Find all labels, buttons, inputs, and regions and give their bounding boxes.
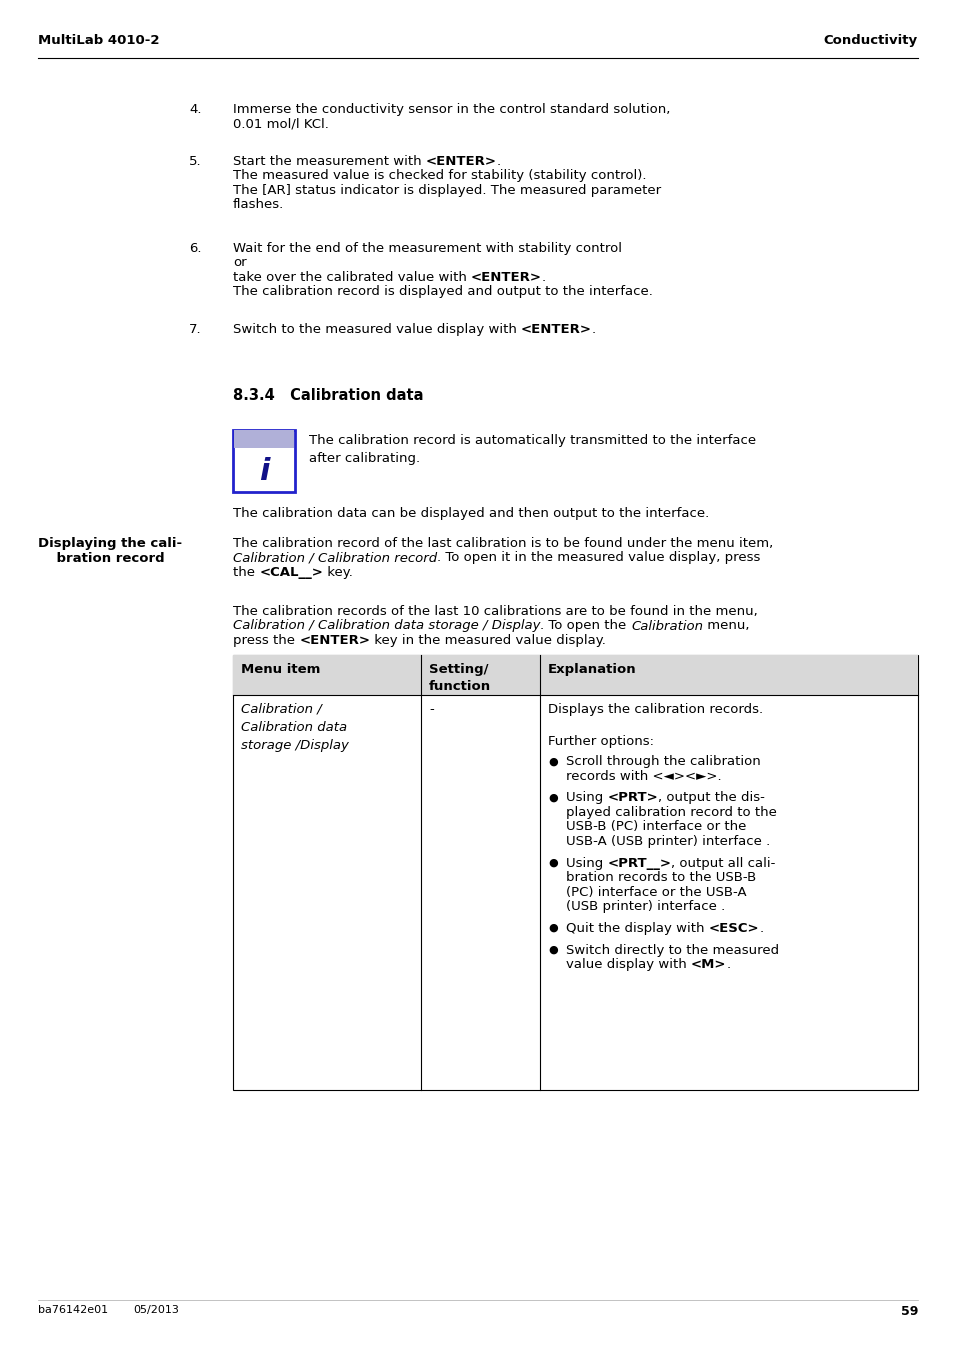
Text: Scroll through the calibration: Scroll through the calibration bbox=[565, 755, 760, 769]
Text: records with <◄><►>.: records with <◄><►>. bbox=[565, 770, 720, 782]
Text: Calibration /
Calibration data
storage /Display: Calibration / Calibration data storage /… bbox=[241, 703, 349, 753]
Text: <ENTER>: <ENTER> bbox=[425, 155, 497, 168]
Text: Wait for the end of the measurement with stability control: Wait for the end of the measurement with… bbox=[233, 242, 621, 255]
Text: 59: 59 bbox=[900, 1305, 917, 1319]
Text: take over the calibrated value with: take over the calibrated value with bbox=[233, 272, 471, 284]
Text: Explanation: Explanation bbox=[547, 663, 636, 676]
Text: , output the dis-: , output the dis- bbox=[658, 792, 764, 804]
Text: <CAL__>: <CAL__> bbox=[259, 566, 323, 580]
Text: the: the bbox=[233, 566, 259, 580]
Text: Start the measurement with: Start the measurement with bbox=[233, 155, 425, 168]
Text: The measured value is checked for stability (stability control).: The measured value is checked for stabil… bbox=[233, 169, 646, 182]
Text: value display with: value display with bbox=[565, 958, 690, 971]
Bar bbox=[233, 655, 917, 694]
Text: The calibration record of the last calibration is to be found under the menu ite: The calibration record of the last calib… bbox=[233, 536, 773, 550]
Text: , output all cali-: , output all cali- bbox=[671, 857, 775, 870]
Text: Calibration / Calibration record: Calibration / Calibration record bbox=[233, 551, 436, 565]
Text: 7.: 7. bbox=[190, 323, 202, 336]
Text: Menu item: Menu item bbox=[241, 663, 320, 676]
Text: The calibration record is displayed and output to the interface.: The calibration record is displayed and … bbox=[233, 285, 652, 299]
Text: Displays the calibration records.: Displays the calibration records. bbox=[547, 703, 762, 716]
Text: 6.: 6. bbox=[190, 242, 202, 255]
Text: . To open it in the measured value display, press: . To open it in the measured value displ… bbox=[436, 551, 760, 565]
Text: Quit the display with: Quit the display with bbox=[565, 921, 708, 935]
Text: .: . bbox=[497, 155, 500, 168]
Text: 05/2013: 05/2013 bbox=[132, 1305, 178, 1315]
Text: <M>: <M> bbox=[690, 958, 726, 971]
Text: <ENTER>: <ENTER> bbox=[471, 272, 541, 284]
Text: <ENTER>: <ENTER> bbox=[520, 323, 592, 336]
Text: ●: ● bbox=[547, 923, 558, 934]
Text: key.: key. bbox=[323, 566, 353, 580]
Text: Switch to the measured value display with: Switch to the measured value display wit… bbox=[233, 323, 520, 336]
Text: key in the measured value display.: key in the measured value display. bbox=[370, 634, 605, 647]
Text: .: . bbox=[541, 272, 546, 284]
Text: press the: press the bbox=[233, 634, 299, 647]
Text: <ESC>: <ESC> bbox=[708, 921, 759, 935]
Text: ●: ● bbox=[547, 757, 558, 766]
Text: played calibration record to the: played calibration record to the bbox=[565, 807, 776, 819]
Text: 4.: 4. bbox=[190, 103, 202, 116]
Text: flashes.: flashes. bbox=[233, 199, 284, 212]
Text: ba76142e01: ba76142e01 bbox=[38, 1305, 108, 1315]
Bar bbox=[233, 655, 917, 1090]
Text: The calibration record is automatically transmitted to the interface
after calib: The calibration record is automatically … bbox=[309, 434, 756, 465]
Text: -: - bbox=[429, 703, 434, 716]
Text: Calibration / Calibration data storage / Display: Calibration / Calibration data storage /… bbox=[233, 620, 540, 632]
Text: ●: ● bbox=[547, 793, 558, 802]
Text: <PRT>: <PRT> bbox=[607, 792, 658, 804]
Text: USB-A (USB printer) interface .: USB-A (USB printer) interface . bbox=[565, 835, 769, 848]
Bar bbox=[233, 430, 294, 492]
Text: The calibration records of the last 10 calibrations are to be found in the menu,: The calibration records of the last 10 c… bbox=[233, 605, 757, 617]
Text: .: . bbox=[726, 958, 730, 971]
Text: 5.: 5. bbox=[190, 155, 202, 168]
Text: (USB printer) interface .: (USB printer) interface . bbox=[565, 900, 724, 913]
Text: 8.3.4   Calibration data: 8.3.4 Calibration data bbox=[233, 388, 423, 403]
Text: Using: Using bbox=[565, 857, 607, 870]
Text: or: or bbox=[233, 257, 247, 269]
Text: Calibration: Calibration bbox=[630, 620, 702, 632]
Text: Switch directly to the measured: Switch directly to the measured bbox=[565, 944, 779, 957]
Text: <PRT__>: <PRT__> bbox=[607, 857, 671, 870]
Text: Immerse the conductivity sensor in the control standard solution,: Immerse the conductivity sensor in the c… bbox=[233, 103, 670, 116]
Text: .: . bbox=[592, 323, 596, 336]
Text: Using: Using bbox=[565, 792, 607, 804]
Text: Conductivity: Conductivity bbox=[823, 34, 917, 47]
Text: bration records to the USB-B: bration records to the USB-B bbox=[565, 871, 756, 884]
Text: ●: ● bbox=[547, 858, 558, 867]
Text: . To open the: . To open the bbox=[540, 620, 630, 632]
Text: bration record: bration record bbox=[38, 551, 165, 565]
Text: Further options:: Further options: bbox=[547, 735, 654, 748]
Text: USB-B (PC) interface or the: USB-B (PC) interface or the bbox=[565, 820, 745, 834]
Text: Displaying the cali-: Displaying the cali- bbox=[38, 536, 182, 550]
Text: <ENTER>: <ENTER> bbox=[299, 634, 370, 647]
Text: MultiLab 4010-2: MultiLab 4010-2 bbox=[38, 34, 159, 47]
Text: The [AR] status indicator is displayed. The measured parameter: The [AR] status indicator is displayed. … bbox=[233, 184, 660, 197]
Text: menu,: menu, bbox=[702, 620, 749, 632]
Text: The calibration data can be displayed and then output to the interface.: The calibration data can be displayed an… bbox=[233, 507, 708, 520]
Text: 0.01 mol/l KCl.: 0.01 mol/l KCl. bbox=[233, 118, 329, 131]
Text: .: . bbox=[759, 921, 762, 935]
Text: (PC) interface or the USB-A: (PC) interface or the USB-A bbox=[565, 886, 746, 898]
Text: i: i bbox=[258, 458, 269, 486]
Text: Setting/
function: Setting/ function bbox=[429, 663, 491, 693]
Bar bbox=[233, 430, 294, 449]
Text: ●: ● bbox=[547, 944, 558, 955]
